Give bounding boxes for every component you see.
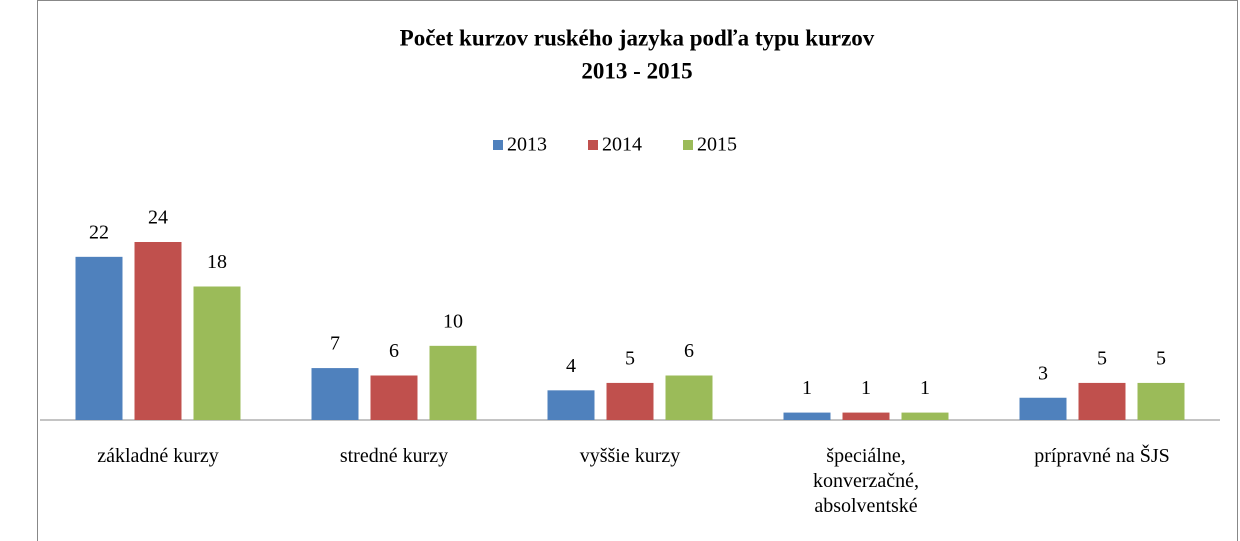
legend-label: 2015 — [697, 134, 737, 156]
data-label: 24 — [148, 207, 168, 229]
data-label: 4 — [566, 355, 576, 377]
bar — [547, 390, 595, 420]
bar — [1137, 382, 1185, 420]
chart-border — [37, 0, 1238, 541]
x-tick-label: základné kurzy — [97, 445, 219, 467]
bar — [1078, 382, 1126, 420]
x-tick-label: prípravné na ŠJS — [1034, 445, 1170, 467]
legend-label: 2014 — [602, 134, 642, 156]
legend-swatch — [493, 140, 503, 150]
data-label: 1 — [920, 377, 930, 399]
data-label: 5 — [1156, 348, 1166, 370]
chart-title: Počet kurzov ruského jazyka podľa typu k… — [400, 25, 875, 50]
data-label: 18 — [207, 251, 227, 273]
bar — [783, 412, 831, 420]
data-label: 6 — [389, 340, 399, 362]
bar — [311, 368, 359, 420]
bar — [370, 375, 418, 420]
data-label: 5 — [625, 348, 635, 370]
legend-swatch — [683, 140, 693, 150]
data-label: 6 — [684, 340, 694, 362]
x-tick-label: stredné kurzy — [339, 445, 449, 467]
bar — [665, 375, 713, 420]
bar — [606, 382, 654, 420]
legend-swatch — [588, 140, 598, 150]
bar — [1019, 397, 1067, 420]
bar — [75, 256, 123, 420]
bar — [134, 242, 182, 420]
x-tick-label: špeciálne, konverzačné, absolventské — [812, 445, 920, 517]
data-label: 10 — [443, 310, 463, 332]
data-label: 3 — [1038, 362, 1048, 384]
data-label: 7 — [330, 333, 340, 355]
bar — [901, 412, 949, 420]
bar — [842, 412, 890, 420]
legend-label: 2013 — [507, 134, 547, 156]
data-label: 1 — [861, 377, 871, 399]
chart-subtitle: 2013 - 2015 — [581, 58, 692, 83]
bar — [429, 345, 477, 420]
x-tick-label: vyššie kurzy — [579, 445, 681, 467]
data-label: 22 — [89, 221, 109, 243]
bar — [193, 286, 241, 420]
data-label: 1 — [802, 377, 812, 399]
data-label: 5 — [1097, 348, 1107, 370]
